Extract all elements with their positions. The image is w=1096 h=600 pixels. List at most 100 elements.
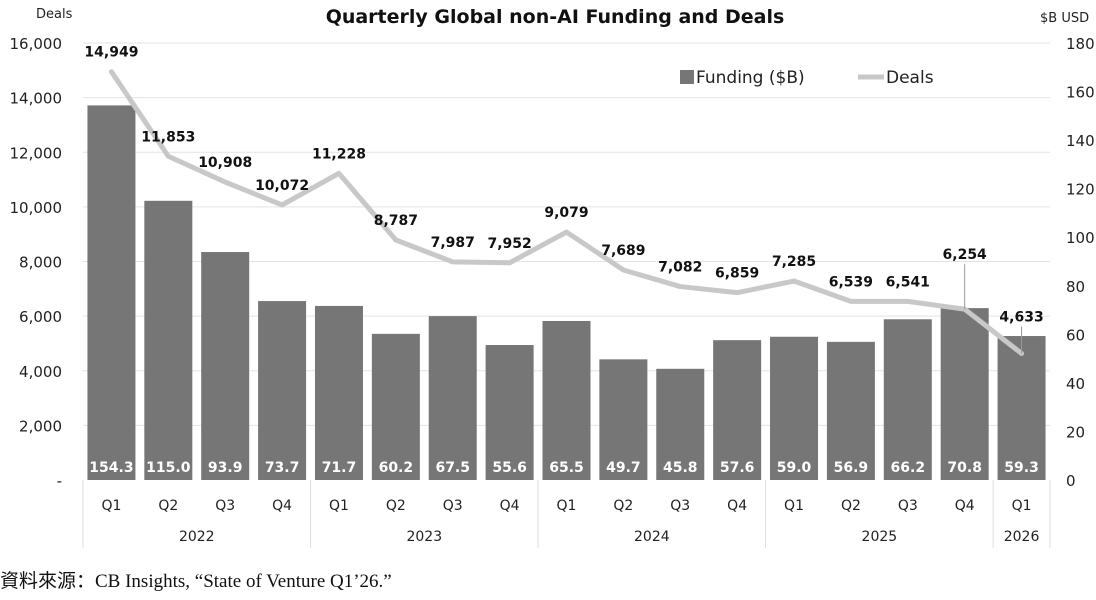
x-tick-label: Q4 xyxy=(727,498,747,514)
y-left-axis-title: Deals xyxy=(36,7,73,22)
y-right-axis-title: $B USD xyxy=(1040,11,1089,26)
funding-bar xyxy=(940,308,989,480)
funding-data-label: 59.3 xyxy=(1004,460,1039,476)
deals-data-label: 9,079 xyxy=(544,205,588,221)
y-left-tick-label: 6,000 xyxy=(19,308,62,326)
funding-data-label: 56.9 xyxy=(834,460,869,476)
y-right-tick-label: 120 xyxy=(1066,181,1095,199)
legend-funding-swatch xyxy=(680,70,694,84)
deals-line xyxy=(108,69,1025,356)
x-tick-label: Q2 xyxy=(613,498,633,514)
funding-bar xyxy=(87,105,136,480)
y-left-tick-label: 16,000 xyxy=(10,35,63,53)
funding-data-label: 60.2 xyxy=(379,460,414,476)
deals-data-label: 6,539 xyxy=(829,274,873,290)
year-label: 2026 xyxy=(1004,529,1040,545)
funding-data-label: 115.0 xyxy=(146,460,191,476)
funding-bar xyxy=(542,320,591,480)
funding-data-label: 59.0 xyxy=(777,460,812,476)
source-note: 資料來源：CB Insights, “State of Venture Q1’2… xyxy=(0,571,392,592)
y-left-tick-label: 4,000 xyxy=(19,363,62,381)
funding-bar xyxy=(713,340,762,480)
x-tick-label: Q2 xyxy=(158,498,178,514)
funding-bar xyxy=(371,333,420,480)
y-left-tick-label: 8,000 xyxy=(19,254,62,272)
deals-data-label: 6,859 xyxy=(715,266,759,282)
deals-data-label: 7,082 xyxy=(658,260,702,276)
y-left-tick-label: 14,000 xyxy=(10,90,63,108)
funding-data-label: 66.2 xyxy=(891,460,926,476)
x-tick-label: Q1 xyxy=(1012,498,1032,514)
y-left-tick-label: 10,000 xyxy=(10,199,63,217)
funding-bar xyxy=(428,316,477,480)
x-tick-label: Q4 xyxy=(500,498,520,514)
deals-data-label: 7,689 xyxy=(601,243,645,259)
y-right-tick-label: 100 xyxy=(1066,229,1095,247)
legend-funding-label: Funding ($B) xyxy=(696,68,805,88)
y-right-tick-label: 180 xyxy=(1066,35,1095,53)
funding-bar xyxy=(314,305,363,480)
funding-data-label: 45.8 xyxy=(663,460,698,476)
x-tick-label: Q3 xyxy=(215,498,235,514)
deals-data-label: 10,072 xyxy=(255,178,309,194)
deals-data-label: 7,285 xyxy=(772,254,816,270)
y-right-tick-label: 160 xyxy=(1066,84,1095,102)
funding-bar xyxy=(201,252,250,480)
x-tick-label: Q1 xyxy=(557,498,577,514)
funding-bar xyxy=(997,336,1046,480)
chart: Quarterly Global non-AI Funding and Deal… xyxy=(10,6,1095,548)
year-label: 2023 xyxy=(406,529,442,545)
funding-data-label: 55.6 xyxy=(492,460,527,476)
deals-data-label: 14,949 xyxy=(84,45,138,61)
funding-bar xyxy=(826,341,875,480)
funding-data-label: 67.5 xyxy=(435,460,470,476)
x-tick-label: Q1 xyxy=(784,498,804,514)
funding-bar xyxy=(883,319,932,480)
x-tick-label: Q1 xyxy=(329,498,349,514)
deals-data-label: 4,633 xyxy=(999,309,1043,325)
x-tick-label: Q1 xyxy=(101,498,121,514)
deals-data-label: 6,541 xyxy=(886,274,930,290)
funding-bar xyxy=(770,336,819,480)
year-label: 2022 xyxy=(179,529,215,545)
deals-data-label: 8,787 xyxy=(374,213,418,229)
deals-data-label: 6,254 xyxy=(943,247,988,263)
year-label: 2025 xyxy=(862,529,898,545)
deals-data-label: 7,987 xyxy=(431,235,475,251)
funding-data-label: 57.6 xyxy=(720,460,755,476)
funding-data-label: 73.7 xyxy=(265,460,300,476)
funding-data-label: 71.7 xyxy=(322,460,357,476)
x-tick-label: Q3 xyxy=(670,498,690,514)
deals-data-label: 10,908 xyxy=(198,155,252,171)
y-left-tick-label: 2,000 xyxy=(19,417,62,435)
x-tick-label: Q2 xyxy=(386,498,406,514)
y-right-tick-label: 0 xyxy=(1066,472,1076,490)
y-left-tick-label: - xyxy=(57,472,62,490)
y-right-tick-label: 140 xyxy=(1066,132,1095,150)
x-tick-label: Q3 xyxy=(443,498,463,514)
x-tick-label: Q4 xyxy=(955,498,975,514)
funding-bar xyxy=(599,359,648,480)
x-tick-label: Q2 xyxy=(841,498,861,514)
funding-data-label: 154.3 xyxy=(89,460,133,476)
chart-title: Quarterly Global non-AI Funding and Deal… xyxy=(326,6,785,28)
y-right-tick-label: 80 xyxy=(1066,278,1085,296)
year-label: 2024 xyxy=(634,529,670,545)
y-left-tick-label: 12,000 xyxy=(10,144,63,162)
deals-data-label: 11,853 xyxy=(141,129,195,145)
x-tick-label: Q3 xyxy=(898,498,918,514)
funding-bar xyxy=(656,368,705,480)
funding-bar xyxy=(485,345,534,480)
funding-data-label: 93.9 xyxy=(208,460,243,476)
deals-data-label: 11,228 xyxy=(312,146,366,162)
y-right-tick-label: 40 xyxy=(1066,375,1085,393)
y-right-tick-label: 60 xyxy=(1066,326,1085,344)
funding-data-label: 49.7 xyxy=(606,460,641,476)
y-right-tick-label: 20 xyxy=(1066,423,1085,441)
x-tick-label: Q4 xyxy=(272,498,292,514)
funding-data-label: 65.5 xyxy=(549,460,584,476)
deals-data-label: 7,952 xyxy=(487,236,531,252)
funding-bar xyxy=(144,200,193,481)
legend: Funding ($B) Deals xyxy=(680,68,934,88)
legend-deals-label: Deals xyxy=(886,68,934,88)
